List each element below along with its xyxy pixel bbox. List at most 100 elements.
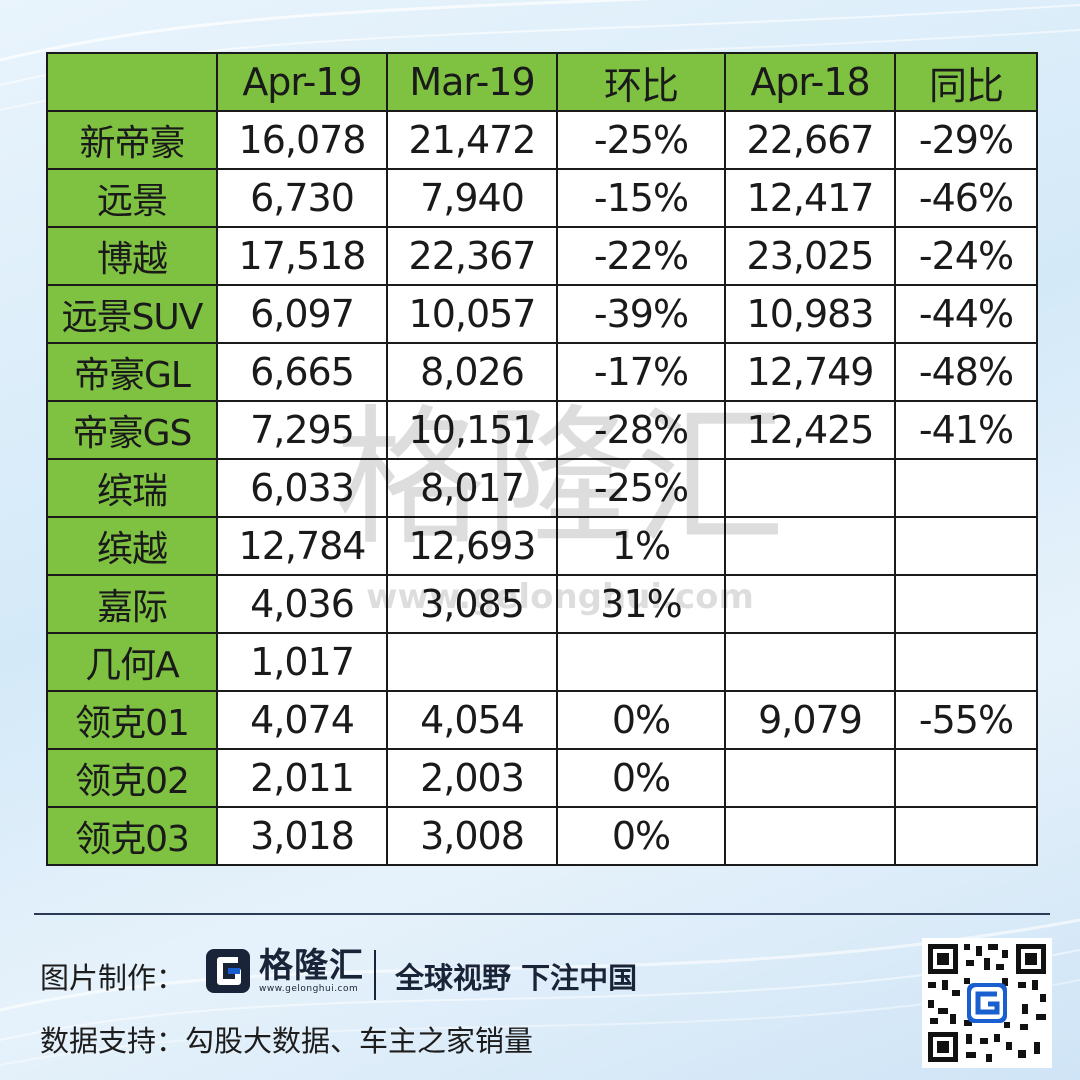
footer-divider bbox=[34, 913, 1050, 915]
value-cell: 3,018 bbox=[216, 806, 388, 866]
table-row: 领克02 2,011 2,003 0% bbox=[46, 748, 1038, 808]
value-cell bbox=[724, 748, 896, 808]
table-row: 缤越 12,784 12,693 1% bbox=[46, 516, 1038, 576]
header-corner-cell bbox=[46, 52, 218, 112]
value-cell: 31% bbox=[556, 574, 726, 634]
value-cell: -46% bbox=[894, 168, 1038, 228]
gelonghui-logo-icon bbox=[206, 949, 250, 993]
value-cell: -41% bbox=[894, 400, 1038, 460]
value-cell bbox=[894, 748, 1038, 808]
model-name-cell: 领克02 bbox=[46, 748, 218, 808]
model-name-cell: 帝豪GL bbox=[46, 342, 218, 402]
header-cell: Apr-18 bbox=[724, 52, 896, 112]
value-cell bbox=[894, 516, 1038, 576]
value-cell: -29% bbox=[894, 110, 1038, 170]
value-cell bbox=[724, 632, 896, 692]
table-row: 博越 17,518 22,367 -22% 23,025 -24% bbox=[46, 226, 1038, 286]
value-cell bbox=[724, 516, 896, 576]
table-row: 嘉际 4,036 3,085 31% bbox=[46, 574, 1038, 634]
value-cell: -44% bbox=[894, 284, 1038, 344]
credit-label: 图片制作： bbox=[40, 961, 186, 995]
value-cell bbox=[894, 806, 1038, 866]
table-row: 领克03 3,018 3,008 0% bbox=[46, 806, 1038, 866]
value-cell bbox=[556, 632, 726, 692]
value-cell bbox=[894, 632, 1038, 692]
model-name-cell: 远景 bbox=[46, 168, 218, 228]
value-cell: 0% bbox=[556, 806, 726, 866]
value-cell: -25% bbox=[556, 458, 726, 518]
value-cell: 16,078 bbox=[216, 110, 388, 170]
table-row: 帝豪GS 7,295 10,151 -28% 12,425 -41% bbox=[46, 400, 1038, 460]
value-cell: 12,693 bbox=[386, 516, 558, 576]
value-cell: 12,417 bbox=[724, 168, 896, 228]
value-cell bbox=[724, 458, 896, 518]
table-header-row: Apr-19 Mar-19 环比 Apr-18 同比 bbox=[46, 52, 1038, 112]
value-cell bbox=[894, 574, 1038, 634]
slogan: 全球视野 下注中国 bbox=[395, 961, 638, 995]
value-cell: 6,033 bbox=[216, 458, 388, 518]
value-cell: 12,425 bbox=[724, 400, 896, 460]
header-cell: Apr-19 bbox=[216, 52, 388, 112]
value-cell: 10,057 bbox=[386, 284, 558, 344]
value-cell: -22% bbox=[556, 226, 726, 286]
value-cell: -17% bbox=[556, 342, 726, 402]
model-name-cell: 远景SUV bbox=[46, 284, 218, 344]
value-cell: 22,667 bbox=[724, 110, 896, 170]
model-name-cell: 几何A bbox=[46, 632, 218, 692]
value-cell: 3,085 bbox=[386, 574, 558, 634]
value-cell: -28% bbox=[556, 400, 726, 460]
model-name-cell: 领克01 bbox=[46, 690, 218, 750]
value-cell: 12,784 bbox=[216, 516, 388, 576]
table-row: 帝豪GL 6,665 8,026 -17% 12,749 -48% bbox=[46, 342, 1038, 402]
table-row: 远景SUV 6,097 10,057 -39% 10,983 -44% bbox=[46, 284, 1038, 344]
value-cell: -48% bbox=[894, 342, 1038, 402]
value-cell: 21,472 bbox=[386, 110, 558, 170]
table-row: 新帝豪 16,078 21,472 -25% 22,667 -29% bbox=[46, 110, 1038, 170]
header-cell: Mar-19 bbox=[386, 52, 558, 112]
gelonghui-logo: 格隆汇 www.gelonghui.com bbox=[205, 948, 364, 994]
table-row: 领克01 4,074 4,054 0% 9,079 -55% bbox=[46, 690, 1038, 750]
value-cell: 7,940 bbox=[386, 168, 558, 228]
table-row: 几何A 1,017 bbox=[46, 632, 1038, 692]
sales-table-container: Apr-19 Mar-19 环比 Apr-18 同比 新帝豪 16,078 21,472 -25… bbox=[46, 52, 1038, 866]
model-name-cell: 嘉际 bbox=[46, 574, 218, 634]
sales-table: Apr-19 Mar-19 环比 Apr-18 同比 新帝豪 16,078 21,472 -25… bbox=[46, 52, 1038, 866]
value-cell: 6,730 bbox=[216, 168, 388, 228]
value-cell: 2,011 bbox=[216, 748, 388, 808]
header-cell: 环比 bbox=[556, 52, 726, 112]
model-name-cell: 博越 bbox=[46, 226, 218, 286]
value-cell: 4,074 bbox=[216, 690, 388, 750]
value-cell: 4,036 bbox=[216, 574, 388, 634]
value-cell: 2,003 bbox=[386, 748, 558, 808]
logo-separator bbox=[374, 950, 376, 1000]
table-row: 远景 6,730 7,940 -15% 12,417 -46% bbox=[46, 168, 1038, 228]
value-cell: -39% bbox=[556, 284, 726, 344]
model-name-cell: 新帝豪 bbox=[46, 110, 218, 170]
value-cell bbox=[724, 806, 896, 866]
value-cell: 8,017 bbox=[386, 458, 558, 518]
value-cell: 0% bbox=[556, 748, 726, 808]
value-cell: 7,295 bbox=[216, 400, 388, 460]
data-source: 数据支持：勾股大数据、车主之家销量 bbox=[40, 1024, 534, 1058]
model-name-cell: 领克03 bbox=[46, 806, 218, 866]
value-cell: 3,008 bbox=[386, 806, 558, 866]
model-name-cell: 缤越 bbox=[46, 516, 218, 576]
logo-text: 格隆汇 bbox=[259, 946, 364, 986]
value-cell: 0% bbox=[556, 690, 726, 750]
value-cell: -55% bbox=[894, 690, 1038, 750]
value-cell: 12,749 bbox=[724, 342, 896, 402]
value-cell: 1,017 bbox=[216, 632, 388, 692]
value-cell: -15% bbox=[556, 168, 726, 228]
value-cell: 6,097 bbox=[216, 284, 388, 344]
model-name-cell: 帝豪GS bbox=[46, 400, 218, 460]
value-cell: 17,518 bbox=[216, 226, 388, 286]
value-cell: -25% bbox=[556, 110, 726, 170]
value-cell: 23,025 bbox=[724, 226, 896, 286]
model-name-cell: 缤瑞 bbox=[46, 458, 218, 518]
value-cell: 6,665 bbox=[216, 342, 388, 402]
value-cell: 8,026 bbox=[386, 342, 558, 402]
value-cell: -24% bbox=[894, 226, 1038, 286]
logo-url: www.gelonghui.com bbox=[259, 984, 359, 994]
value-cell: 10,151 bbox=[386, 400, 558, 460]
value-cell: 4,054 bbox=[386, 690, 558, 750]
